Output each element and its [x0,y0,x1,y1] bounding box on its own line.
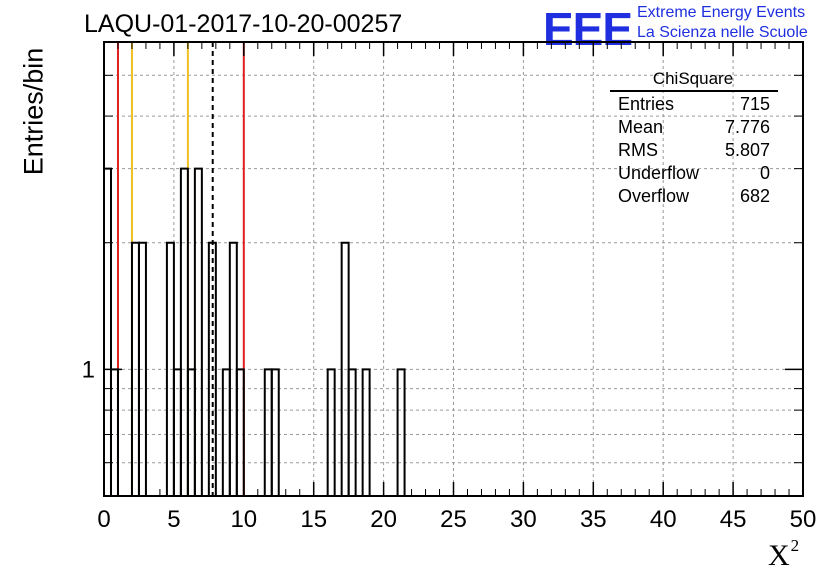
x-tick-label: 40 [650,506,677,533]
stats-label: Underflow [618,163,700,183]
stats-label: Overflow [618,186,690,206]
histogram-bar [361,368,371,496]
stats-label: Entries [618,94,674,114]
logo-subtitle-line1: Extreme Energy Events [637,4,806,21]
x-axis-label-superscript: 2 [790,536,800,555]
stats-value: 715 [740,94,770,114]
x-axis-label-base: X [768,539,790,572]
stats-title: ChiSquare [653,69,733,88]
grid [104,42,803,496]
histogram-bar [235,368,245,496]
y-tick-label: 1 [82,356,95,383]
x-axis-label: X2 [768,536,799,573]
chart-title: LAQU-01-2017-10-20-00257 [84,10,403,38]
histogram-bar [347,368,357,496]
stats-box: ChiSquare Entries 715 Mean 7.776 RMS 5.807 Und… [610,69,778,206]
histogram-bar [270,368,280,496]
histogram-bar [193,167,203,496]
stats-value: 7.776 [725,117,770,137]
x-tick-label: 20 [370,506,397,533]
histogram-bar [103,167,112,496]
histogram-bar [179,167,189,496]
logo-subtitle-line2: La Scienza nelle Scuole [637,24,808,41]
histogram-bar [207,241,217,496]
stats-value: 0 [760,163,770,183]
x-tick-label: 5 [167,506,180,533]
histogram-bar [396,368,406,496]
histogram-bar [137,241,147,496]
axis-ticks: 0 5 10 15 20 25 30 35 40 45 50 1 [82,42,817,533]
stats-label: Mean [618,117,663,137]
x-tick-label: 0 [97,506,110,533]
x-tick-label: 25 [440,506,467,533]
x-tick-label: 45 [720,506,747,533]
eee-logo: EEE [543,3,633,55]
histogram-bar [326,368,336,496]
x-tick-label: 50 [790,506,817,533]
stats-label: RMS [618,140,658,160]
x-tick-label: 15 [300,506,327,533]
x-tick-label: 30 [510,506,537,533]
stats-value: 682 [740,186,770,206]
x-tick-label: 10 [230,506,257,533]
stats-value: 5.807 [725,140,770,160]
x-tick-label: 35 [580,506,607,533]
